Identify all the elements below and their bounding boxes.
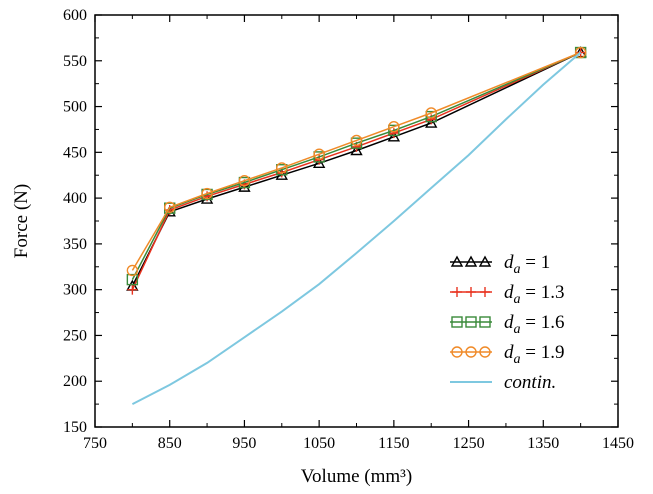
x-tick-label: 1450 [602,435,634,452]
series-1 [127,47,586,295]
x-tick-label: 1050 [303,435,335,452]
legend-marker [480,287,490,297]
legend-marker [464,255,478,267]
data-point [201,187,213,200]
y-tick-label: 500 [63,99,87,116]
legend-marker [465,316,477,328]
data-point [313,151,325,163]
legend-entry-2: da = 1.6 [450,312,564,337]
legend: da = 1 da = 1.3 da = 1.6 da = 1.9 contin. [450,252,564,393]
x-tick-label: 1350 [527,435,559,452]
data-point [238,175,251,187]
legend-marker [452,287,462,297]
data-point [238,180,251,192]
y-tick-label: 150 [63,419,87,436]
axes: 750 850 950 1050 1150 1250 1350 1450 150 200 250 30… [63,7,634,452]
plot-area [126,46,587,405]
data-point [312,156,326,169]
data-point [388,124,400,137]
legend-label: da = 1.6 [504,312,564,337]
legend-label: da = 1.3 [504,282,564,307]
legend-marker [450,255,464,267]
series-4 [131,51,582,405]
x-axis-title: Volume (mm³) [301,466,412,487]
data-point [425,107,437,119]
series-line [131,51,581,271]
y-tick-label: 400 [63,190,87,207]
legend-marker [466,287,476,297]
legend-entry-0: da = 1 [450,252,550,277]
data-point [350,134,363,147]
plot-frame [94,14,619,428]
data-point [350,137,363,149]
y-axis-title: Force (N) [11,184,32,258]
x-tick-label: 950 [232,435,256,452]
data-point [350,144,363,156]
x-tick-label: 1250 [453,435,485,452]
data-point [387,130,401,142]
legend-entry-3: da = 1.9 [450,342,564,367]
legend-label: da = 1 [504,252,550,277]
legend-label: da = 1.9 [504,342,564,367]
y-tick-label: 550 [63,53,87,70]
series-line [131,51,581,280]
y-tick-label: 250 [63,327,87,344]
legend-marker [451,316,463,328]
x-tick-label: 850 [158,435,182,452]
y-tick-label: 600 [63,7,87,24]
data-point [276,162,288,174]
data-point [126,273,139,286]
legend-marker [465,346,477,358]
y-tick-label: 450 [63,144,87,161]
data-point [127,284,138,295]
data-point [388,120,400,133]
x-tick-label: 1150 [378,435,409,452]
legend-marker [479,346,491,358]
legend-marker [451,346,463,358]
data-point [574,46,587,59]
series-3 [126,46,587,277]
data-point [425,110,437,123]
data-point [164,201,176,213]
data-point [126,264,139,277]
x-tick-label: 750 [83,435,107,452]
legend-entry-4: contin. [450,372,556,393]
data-point [425,116,438,128]
series-line [131,51,582,405]
legend-marker [478,255,492,267]
series-line [131,51,581,287]
legend-entry-1: da = 1.3 [450,282,564,307]
legend-label: contin. [504,372,556,393]
legend-marker [479,316,491,328]
series-line [131,51,581,291]
y-tick-label: 350 [63,236,87,253]
data-point [313,148,325,160]
data-point [575,47,586,58]
y-tick-label: 200 [63,373,87,390]
y-tick-label: 300 [63,282,87,299]
